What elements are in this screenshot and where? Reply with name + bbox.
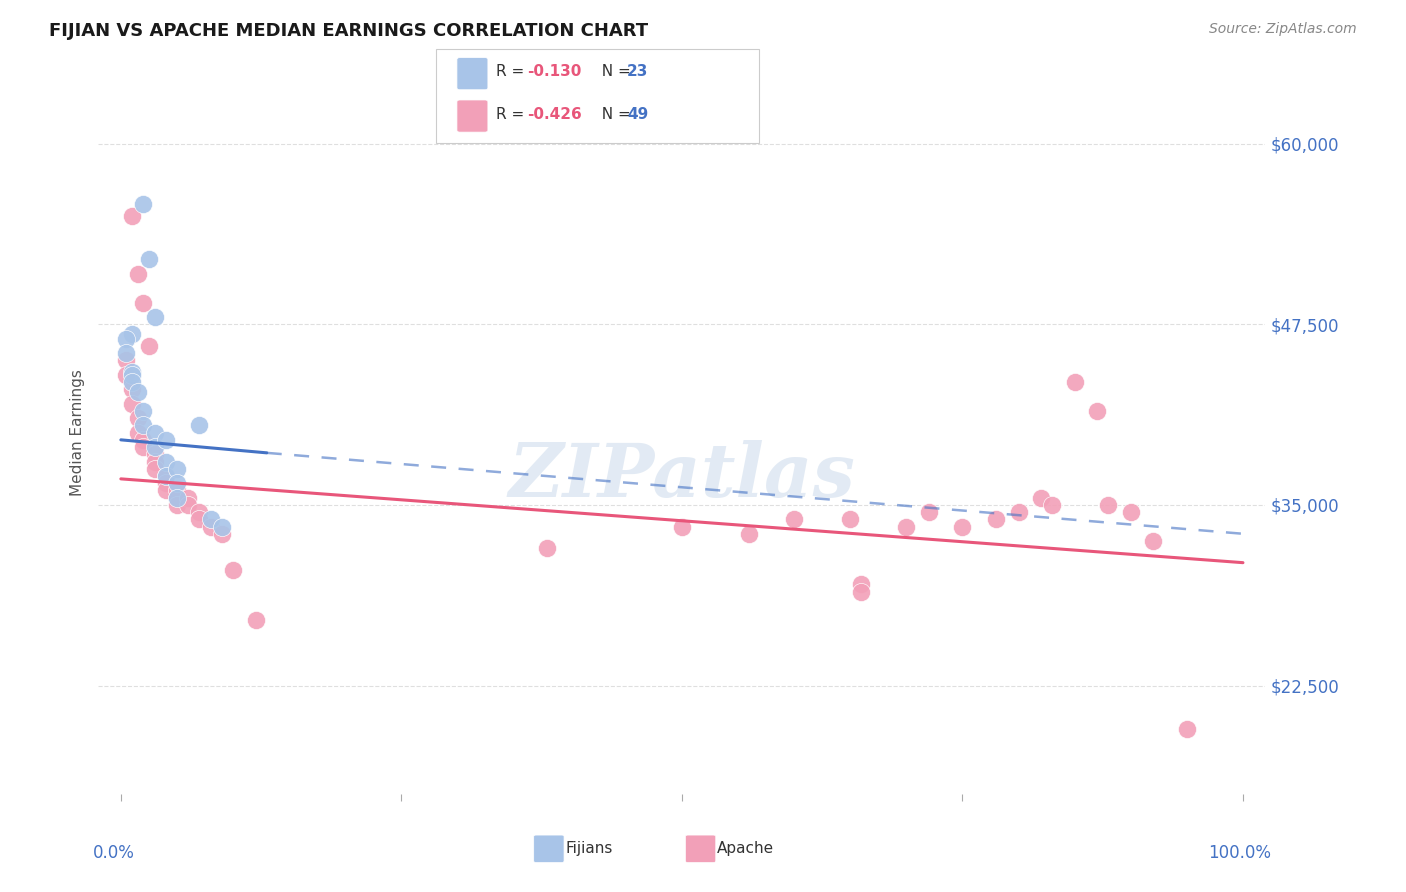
Point [121,327,143,342]
Point [200,519,222,533]
Point [132,404,155,418]
Point [1040,498,1063,512]
Point [188,418,211,433]
Point [918,505,941,519]
Point [1175,722,1198,736]
Text: R =: R = [496,64,530,79]
Point [143,425,166,440]
Point [211,519,233,533]
Point [1029,491,1052,505]
Point [671,519,693,533]
Point [177,498,200,512]
Point [1007,505,1029,519]
Point [143,440,166,454]
Point [1085,404,1108,418]
Point [166,491,188,505]
Point [121,382,143,396]
Point [143,447,166,461]
Point [166,462,188,476]
Text: R =: R = [496,107,530,122]
FancyBboxPatch shape [534,835,564,863]
FancyBboxPatch shape [685,835,716,863]
Point [851,577,873,591]
Point [200,512,222,526]
Point [155,469,177,483]
Point [121,365,143,379]
Point [166,491,188,505]
Point [143,462,166,476]
Point [127,267,149,281]
Point [132,197,155,211]
Point [132,295,155,310]
Point [121,375,143,389]
Text: Fijians: Fijians [565,840,613,855]
Point [127,385,149,400]
Point [984,512,1007,526]
Text: 49: 49 [627,107,648,122]
Point [115,346,138,360]
Point [155,483,177,498]
Point [222,563,245,577]
Point [1119,505,1142,519]
Point [536,541,558,556]
Point [127,425,149,440]
Text: -0.426: -0.426 [527,107,582,122]
Point [115,353,138,368]
Point [121,397,143,411]
Point [1142,533,1164,548]
Text: 100.0%: 100.0% [1208,845,1271,863]
Point [143,454,166,468]
Point [143,310,166,324]
Point [155,433,177,447]
Point [851,584,873,599]
Point [121,368,143,382]
Point [952,519,974,533]
Point [1097,498,1119,512]
Point [155,476,177,491]
Point [127,411,149,425]
Point [166,483,188,498]
Point [738,526,761,541]
Point [1063,375,1085,389]
Text: ZIPatlas: ZIPatlas [509,440,855,512]
Y-axis label: Median Earnings: Median Earnings [70,369,86,496]
Point [896,519,918,533]
Text: 0.0%: 0.0% [93,845,135,863]
Point [132,440,155,454]
Point [115,368,138,382]
Text: Apache: Apache [717,840,775,855]
Point [211,526,233,541]
Point [188,505,211,519]
Point [155,469,177,483]
Point [188,512,211,526]
Text: FIJIAN VS APACHE MEDIAN EARNINGS CORRELATION CHART: FIJIAN VS APACHE MEDIAN EARNINGS CORRELA… [49,22,648,40]
Point [155,454,177,468]
Point [839,512,862,526]
Text: N =: N = [592,64,636,79]
Point [132,433,155,447]
Point [132,418,155,433]
Point [138,339,160,353]
Point [166,498,188,512]
Text: -0.130: -0.130 [527,64,582,79]
Text: N =: N = [592,107,636,122]
Point [166,476,188,491]
Point [115,332,138,346]
Point [121,209,143,223]
Text: 23: 23 [627,64,648,79]
Point [177,491,200,505]
Point [245,614,267,628]
Point [783,512,806,526]
Point [138,252,160,267]
Text: Source: ZipAtlas.com: Source: ZipAtlas.com [1209,22,1357,37]
